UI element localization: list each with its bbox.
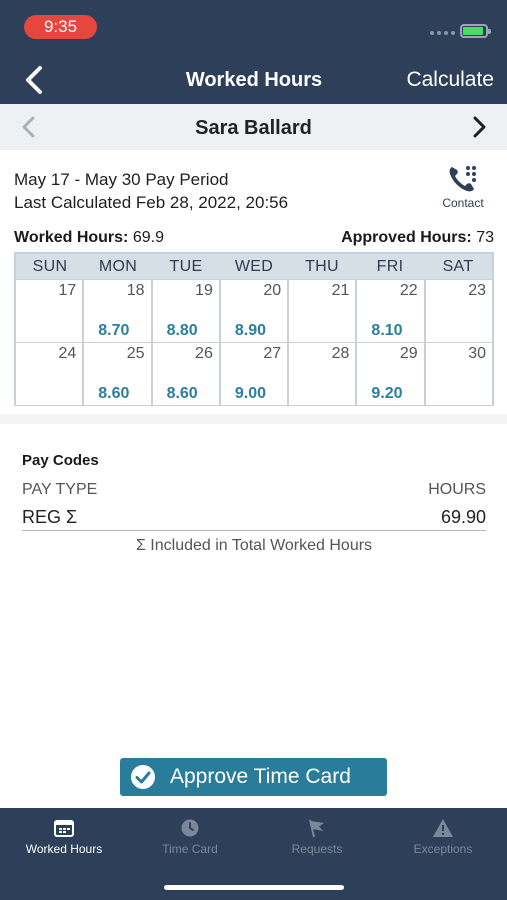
day-hours: 8.90 bbox=[234, 322, 266, 339]
day-number: 18 bbox=[126, 282, 145, 299]
approved-hours-value: 73 bbox=[476, 229, 494, 246]
day-number: 25 bbox=[126, 345, 145, 362]
sigma-footnote: Σ Included in Total Worked Hours bbox=[135, 537, 373, 554]
day-hours: 8.70 bbox=[98, 322, 130, 339]
calendar-day-cell[interactable]: 27 9.00 bbox=[220, 343, 288, 405]
calendar-day-cell[interactable]: 25 8.60 bbox=[84, 343, 151, 405]
day-number: 22 bbox=[399, 282, 418, 299]
calendar-week: 24 25 8.60 26 8.60 27 9.00 28 29 9.20 30 bbox=[16, 343, 492, 405]
day-hours: 9.00 bbox=[234, 385, 266, 402]
calendar-day-cell[interactable]: 28 bbox=[289, 343, 356, 405]
tab-label: Time Card bbox=[162, 842, 218, 856]
page-title: Worked Hours bbox=[185, 69, 323, 91]
worked-hours-value: 69.9 bbox=[132, 229, 164, 246]
calendar-day-cell[interactable]: 23 bbox=[425, 280, 492, 342]
day-hours: 8.60 bbox=[98, 385, 130, 402]
previous-employee-button[interactable] bbox=[16, 114, 42, 140]
phone-icon bbox=[449, 166, 476, 192]
weekday-label: MON bbox=[98, 258, 138, 275]
weekday-label: TUE bbox=[169, 258, 203, 275]
contact-button[interactable]: Contact bbox=[432, 163, 494, 210]
pay-type-header: PAY TYPE bbox=[22, 481, 98, 498]
tab-label: Exceptions bbox=[413, 842, 473, 856]
tab-time-card[interactable]: Time Card bbox=[135, 818, 245, 856]
calendar-icon bbox=[54, 820, 74, 837]
day-number: 29 bbox=[399, 345, 418, 362]
top-bar: 9:35 Worked Hours Calculate bbox=[0, 0, 507, 104]
tab-label: Requests bbox=[291, 842, 343, 856]
tab-worked-hours[interactable]: Worked Hours bbox=[9, 818, 119, 856]
hours-calendar: SUN MON TUE WED THU FRI SAT 17 18 8.70 19… bbox=[14, 252, 494, 406]
calendar-day-cell[interactable]: 18 8.70 bbox=[84, 280, 151, 342]
day-number: 19 bbox=[195, 282, 213, 299]
day-hours: 8.10 bbox=[371, 322, 403, 339]
employee-name: Sara Ballard bbox=[195, 117, 312, 139]
tab-requests[interactable]: Requests bbox=[262, 818, 372, 856]
warning-icon bbox=[433, 819, 453, 837]
calendar-day-cell[interactable]: 30 bbox=[425, 343, 492, 405]
contact-label: Contact bbox=[442, 196, 484, 210]
pay-codes-title: Pay Codes bbox=[22, 452, 99, 469]
home-indicator bbox=[164, 885, 344, 890]
day-number: 28 bbox=[331, 345, 350, 362]
calendar-day-cell[interactable]: 24 bbox=[16, 343, 83, 405]
calculate-button[interactable]: Calculate bbox=[406, 68, 494, 91]
calendar-day-cell[interactable]: 19 8.80 bbox=[152, 280, 219, 342]
calendar-day-cell[interactable]: 21 bbox=[289, 280, 356, 342]
next-employee-button[interactable] bbox=[466, 114, 492, 140]
day-number: 27 bbox=[263, 345, 282, 362]
tab-label: Worked Hours bbox=[25, 842, 103, 856]
employee-selector: Sara Ballard bbox=[0, 104, 507, 150]
calendar-week: 17 18 8.70 19 8.80 20 8.90 21 22 8.10 23 bbox=[16, 280, 492, 342]
approved-hours-total: Approved Hours: 73 bbox=[270, 229, 494, 247]
day-number: 17 bbox=[58, 282, 77, 299]
worked-hours-total: Worked Hours: 69.9 bbox=[14, 229, 164, 247]
pay-period: May 17 - May 30 Pay Period bbox=[14, 170, 229, 189]
day-number: 23 bbox=[468, 282, 486, 299]
day-number: 24 bbox=[58, 345, 77, 362]
weekday-label: FRI bbox=[376, 258, 404, 275]
hours-header: HOURS bbox=[428, 481, 486, 498]
clock-icon bbox=[181, 819, 199, 837]
day-number: 21 bbox=[331, 282, 350, 299]
worked-hours-label: Worked Hours: bbox=[14, 229, 129, 246]
weekday-label: WED bbox=[234, 258, 274, 275]
back-button[interactable] bbox=[20, 64, 50, 96]
approved-hours-label: Approved Hours: bbox=[341, 229, 472, 246]
signal-icon bbox=[430, 31, 455, 35]
day-number: 20 bbox=[263, 282, 282, 299]
calendar-day-cell[interactable]: 17 bbox=[16, 280, 83, 342]
section-divider bbox=[0, 414, 507, 424]
calendar-header: SUN MON TUE WED THU FRI SAT bbox=[16, 254, 492, 279]
approve-time-card-button[interactable]: Approve Time Card bbox=[120, 758, 387, 796]
battery-icon bbox=[460, 24, 491, 38]
calendar-day-cell[interactable]: 29 9.20 bbox=[357, 343, 424, 405]
weekday-label: SAT bbox=[442, 258, 474, 275]
pay-code-hours: 69.90 bbox=[440, 507, 486, 527]
weekday-label: THU bbox=[305, 258, 339, 275]
day-number: 26 bbox=[195, 345, 213, 362]
weekday-label: SUN bbox=[32, 258, 68, 275]
calendar-day-cell[interactable]: 22 8.10 bbox=[357, 280, 424, 342]
last-calculated: Last Calculated Feb 28, 2022, 20:56 bbox=[14, 193, 289, 212]
tab-exceptions[interactable]: Exceptions bbox=[388, 818, 498, 856]
day-hours: 9.20 bbox=[371, 385, 403, 402]
tab-bar: Worked Hours Time Card Requests Exceptio… bbox=[0, 808, 507, 900]
checkmark-circle-icon bbox=[131, 765, 155, 789]
day-hours: 8.80 bbox=[166, 322, 198, 339]
pay-code-row: REG Σ 69.90 bbox=[22, 505, 486, 531]
pay-code-type: REG Σ bbox=[22, 507, 78, 527]
flag-icon bbox=[309, 819, 324, 838]
calendar-day-cell[interactable]: 26 8.60 bbox=[152, 343, 219, 405]
day-number: 30 bbox=[468, 345, 486, 362]
calendar-day-cell[interactable]: 20 8.90 bbox=[220, 280, 288, 342]
approve-label: Approve Time Card bbox=[170, 765, 351, 788]
day-hours: 8.60 bbox=[166, 385, 198, 402]
status-time: 9:35 bbox=[24, 15, 97, 39]
